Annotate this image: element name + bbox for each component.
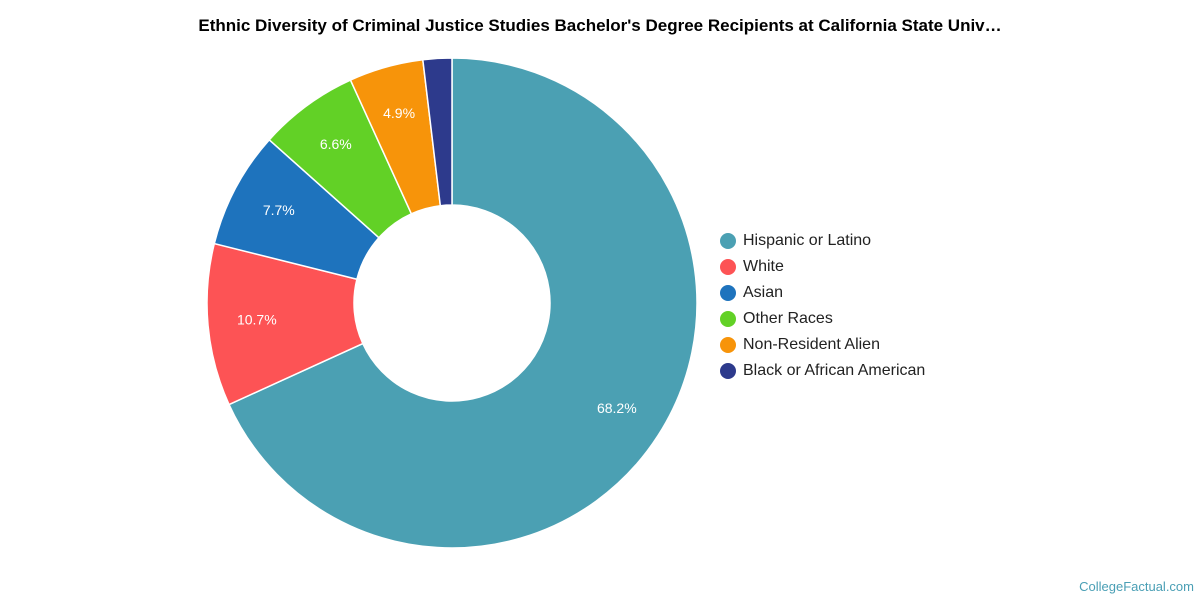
legend-swatch	[720, 259, 736, 275]
legend-swatch	[720, 311, 736, 327]
slice-label: 7.7%	[263, 202, 295, 218]
source-watermark[interactable]: CollegeFactual.com	[1079, 579, 1194, 594]
legend-label: Asian	[743, 284, 784, 301]
legend-item-black-or-african-american[interactable]: Black or African American	[720, 358, 925, 384]
pie-slice-white[interactable]	[206, 242, 364, 406]
pie-slice-hispanic-or-latino[interactable]	[228, 57, 698, 549]
legend-label: Other Races	[743, 310, 833, 327]
slice-label: 4.9%	[383, 105, 415, 121]
legend-item-hispanic-or-latino[interactable]: Hispanic or Latino	[720, 228, 925, 254]
legend-item-other-races[interactable]: Other Races	[720, 306, 925, 332]
chart-title: Ethnic Diversity of Criminal Justice Stu…	[198, 16, 1002, 35]
slice-label: 68.2%	[597, 400, 637, 416]
legend-label: Hispanic or Latino	[743, 232, 872, 249]
legend-swatch	[720, 337, 736, 353]
chart-legend: Hispanic or Latino White Asian Other Races N…	[720, 228, 925, 384]
legend-label: Black or African American	[743, 362, 926, 379]
legend-item-non-resident-alien[interactable]: Non-Resident Alien	[720, 332, 925, 358]
legend-swatch	[720, 363, 736, 379]
legend-swatch	[720, 285, 736, 301]
legend-item-asian[interactable]: Asian	[720, 280, 925, 306]
legend-label: Non-Resident Alien	[743, 336, 880, 353]
pie-slice-black-or-african-american[interactable]	[421, 57, 453, 207]
legend-swatch	[720, 233, 736, 249]
slice-label: 10.7%	[237, 312, 277, 328]
slice-label: 6.6%	[320, 136, 352, 152]
legend-label: White	[743, 258, 784, 275]
legend-item-white[interactable]: White	[720, 254, 925, 280]
slice-labels: 68.2% 10.7% 7.7% 6.6% 4.9%	[237, 105, 637, 416]
pie-slices	[206, 57, 698, 549]
